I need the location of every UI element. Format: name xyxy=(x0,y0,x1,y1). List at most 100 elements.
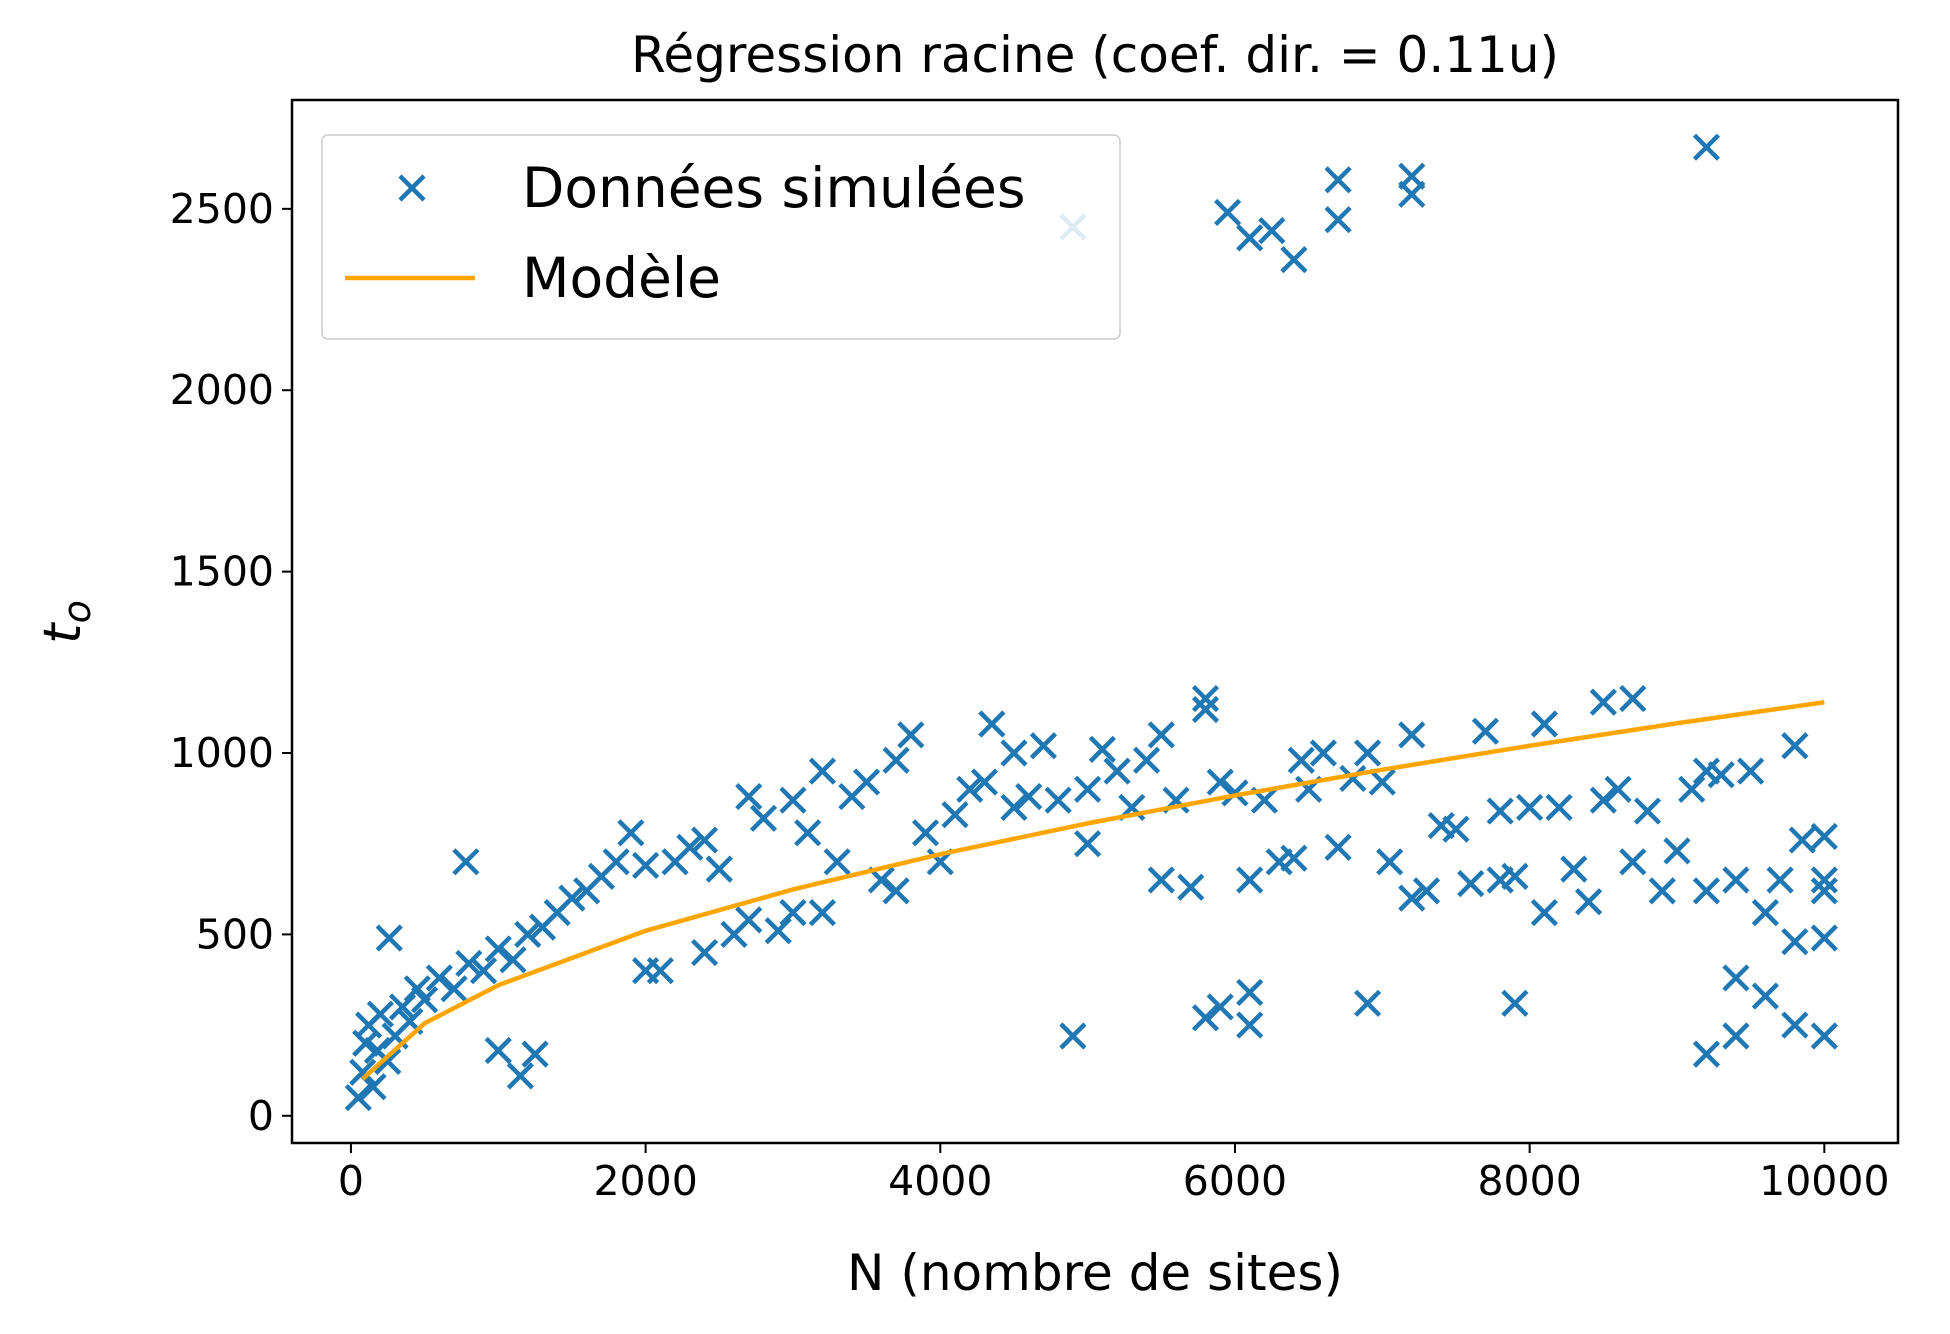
data-point xyxy=(1221,779,1249,807)
data-point xyxy=(1648,877,1676,905)
data-point xyxy=(1810,877,1838,905)
data-point xyxy=(735,906,763,934)
data-point xyxy=(808,757,837,785)
data-point xyxy=(1692,877,1721,905)
data-point xyxy=(1722,866,1750,894)
axes-frame xyxy=(290,98,1900,1145)
data-point xyxy=(1324,833,1352,861)
plot-area xyxy=(344,133,1838,1112)
x-tick-label: 8000 xyxy=(1477,1157,1581,1205)
y-tick-label: 2000 xyxy=(170,366,274,414)
y-axis-label-main: t xyxy=(33,622,93,644)
data-point xyxy=(602,848,630,876)
data-point xyxy=(411,986,439,1014)
data-point xyxy=(1044,786,1072,814)
data-point xyxy=(1781,928,1809,956)
data-point xyxy=(705,855,733,883)
data-point xyxy=(1442,815,1470,843)
data-point xyxy=(1678,775,1706,803)
data-point xyxy=(1309,739,1337,767)
x-tick-label: 2000 xyxy=(593,1157,697,1205)
data-point xyxy=(1663,837,1691,865)
data-point xyxy=(1589,688,1617,716)
data-point xyxy=(1619,685,1647,713)
data-point xyxy=(1236,1011,1264,1039)
data-point xyxy=(1751,899,1779,927)
data-point xyxy=(1545,793,1573,822)
data-point xyxy=(425,964,453,992)
data-point xyxy=(1471,717,1500,745)
data-point xyxy=(1486,797,1514,825)
data-point xyxy=(808,899,837,927)
data-point xyxy=(1633,797,1662,825)
data-point xyxy=(1692,1040,1721,1068)
data-point xyxy=(514,920,542,948)
data-point xyxy=(1692,133,1721,161)
data-point xyxy=(1516,793,1544,822)
data-point xyxy=(1236,978,1264,1007)
data-point xyxy=(1589,786,1617,814)
y-tick-label: 1000 xyxy=(170,729,274,777)
data-point xyxy=(690,826,719,854)
x-tick-label: 0 xyxy=(338,1157,364,1205)
data-point xyxy=(484,935,512,963)
data-point xyxy=(1530,899,1558,927)
data-point xyxy=(764,917,792,945)
data-point xyxy=(388,993,417,1021)
data-point xyxy=(1287,746,1315,774)
data-point xyxy=(897,721,925,749)
y-tick-label: 2500 xyxy=(170,185,274,233)
data-point xyxy=(1214,198,1242,227)
data-point xyxy=(941,801,969,829)
data-point xyxy=(1604,775,1632,803)
data-point xyxy=(1457,870,1485,898)
data-point xyxy=(1280,246,1308,274)
data-point xyxy=(1619,848,1647,876)
data-point xyxy=(882,746,910,774)
data-point xyxy=(1324,206,1352,234)
y-tick-label: 500 xyxy=(196,910,274,958)
data-point xyxy=(1258,217,1286,245)
y-tick-label: 1500 xyxy=(170,548,274,596)
data-point xyxy=(1398,721,1426,749)
data-point xyxy=(1132,746,1161,774)
data-point xyxy=(452,848,480,876)
data-point xyxy=(1353,989,1382,1017)
data-point xyxy=(1501,862,1529,890)
data-point xyxy=(1751,982,1779,1010)
y-axis-label-sub: o xyxy=(55,600,99,623)
data-point xyxy=(1810,866,1838,894)
data-point xyxy=(794,819,822,847)
data-point xyxy=(823,848,851,876)
data-point xyxy=(1722,964,1750,992)
data-point xyxy=(853,768,881,796)
y-tick-label: 0 xyxy=(248,1092,274,1140)
data-point xyxy=(1191,685,1220,713)
data-point xyxy=(1029,732,1058,760)
data-point xyxy=(956,775,984,803)
data-point xyxy=(1191,1004,1220,1032)
data-point xyxy=(779,786,807,814)
data-point xyxy=(970,768,999,796)
legend-marker xyxy=(398,174,426,202)
data-point xyxy=(349,1058,377,1086)
data-point xyxy=(1501,989,1529,1017)
data-point xyxy=(978,710,1006,738)
data-point xyxy=(1177,873,1205,901)
data-point xyxy=(911,819,940,847)
data-point xyxy=(1781,1011,1809,1039)
data-point xyxy=(1766,866,1794,894)
data-point xyxy=(1147,866,1175,894)
data-point xyxy=(1353,739,1382,767)
data-point xyxy=(1412,877,1441,905)
data-point xyxy=(1530,710,1558,738)
data-point xyxy=(1707,761,1735,789)
data-point xyxy=(455,949,483,978)
data-point xyxy=(749,804,778,832)
data-point xyxy=(735,782,763,811)
data-point xyxy=(1560,855,1588,883)
data-point xyxy=(1000,739,1028,767)
data-point xyxy=(440,975,468,1003)
